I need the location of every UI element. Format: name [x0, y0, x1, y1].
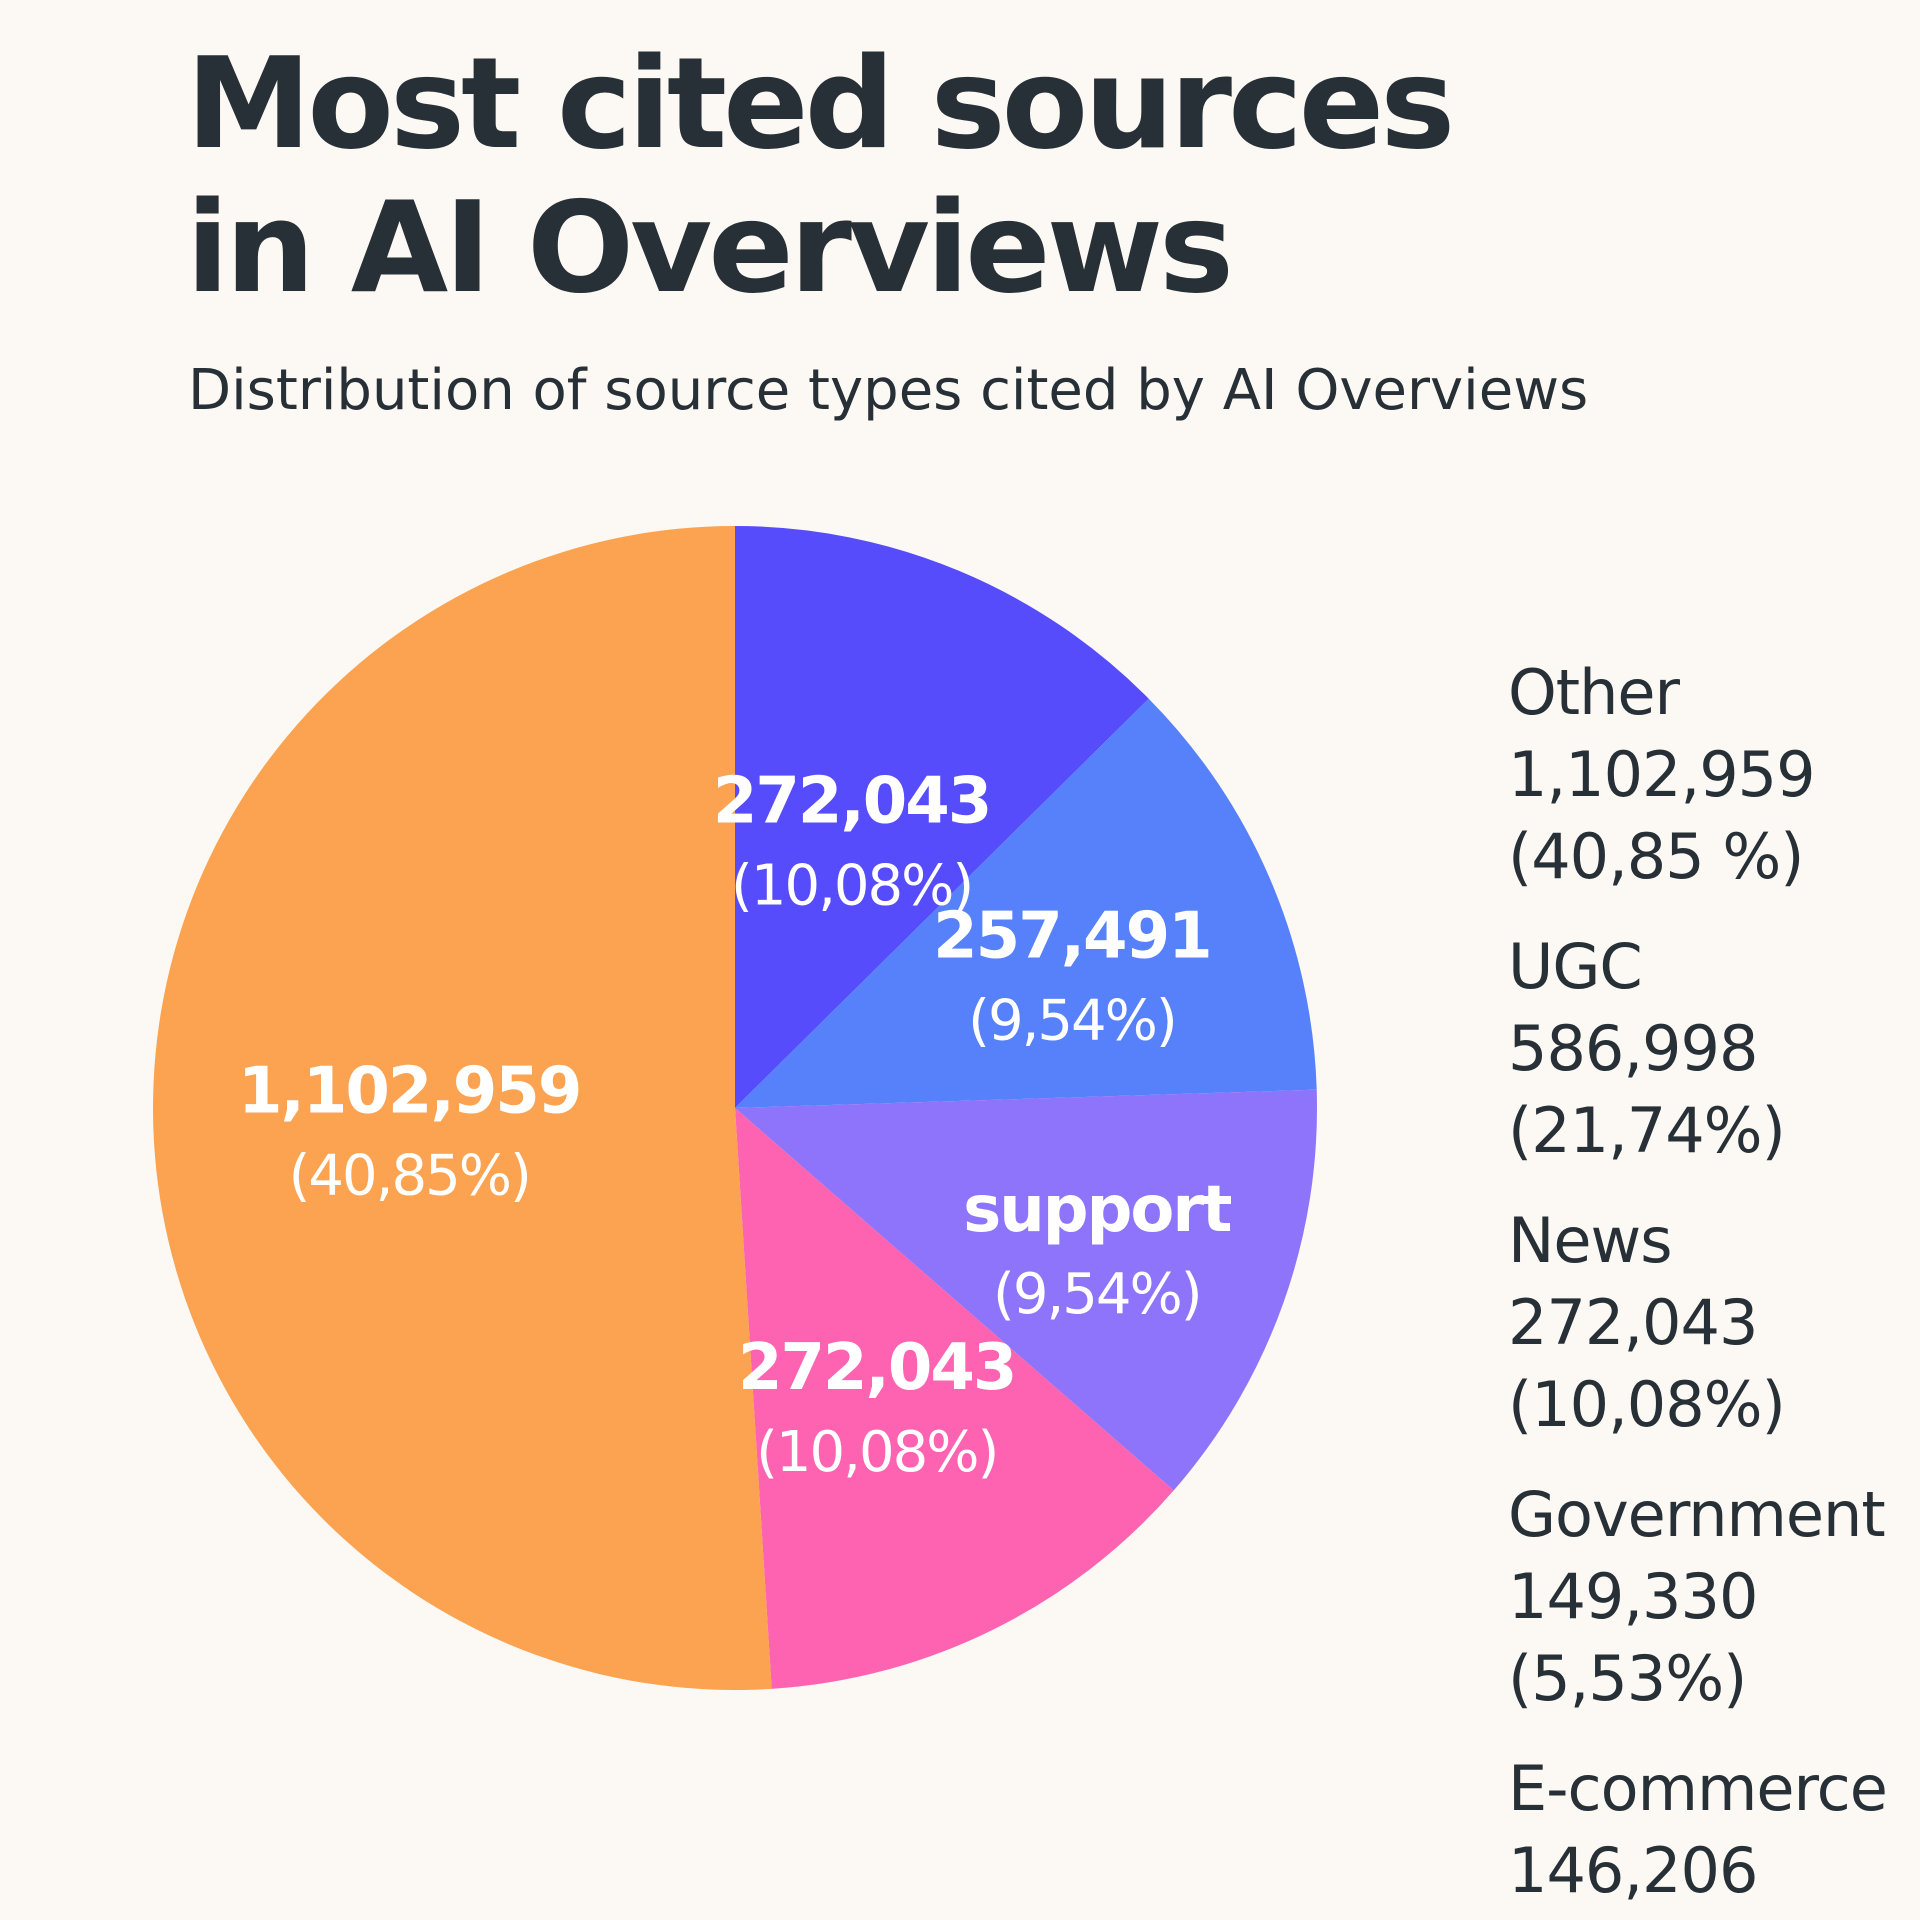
pie-slice-1	[735, 526, 1149, 1108]
legend-name: News	[1508, 1204, 1673, 1277]
legend-name: Other	[1508, 656, 1680, 729]
legend-value: 1,102,959	[1508, 738, 1816, 811]
page-title: Most cited sources in AI Overviews	[186, 30, 1455, 321]
pie-slice-5	[153, 526, 772, 1690]
pie-slice-3	[735, 1089, 1317, 1491]
legend-percent: (5,53%)	[1508, 1642, 1747, 1715]
slice-value-label-5: 1,102,959	[238, 1054, 580, 1128]
legend-item-1: Other 1,102,959 (40,85 %)	[1508, 652, 1920, 898]
pie-labels: 272,043(10,08%)257,491(9,54%)support(9,5…	[238, 765, 1234, 1485]
legend-percent: (40,85 %)	[1508, 820, 1805, 893]
page-subtitle: Distribution of source types cited by AI…	[188, 358, 1589, 423]
legend: Other 1,102,959 (40,85 %) UGC 586,998 (21,74%…	[1508, 652, 1920, 1920]
legend-percent: (10,08%)	[1508, 1368, 1786, 1441]
slice-percent-label-4: (10,08%)	[756, 1420, 997, 1485]
legend-item-2: UGC 586,998 (21,74%)	[1508, 926, 1920, 1172]
legend-value: 149,330	[1508, 1560, 1758, 1633]
slice-value-label-4: 272,043	[738, 1331, 1016, 1405]
pie-slices	[153, 526, 1317, 1690]
slice-value-label-1: 272,043	[713, 765, 991, 839]
pie-slice-4	[735, 1108, 1174, 1689]
legend-value: 272,043	[1508, 1286, 1758, 1359]
slice-percent-label-5: (40,85%)	[289, 1143, 530, 1208]
slice-percent-label-2: (9,54%)	[968, 988, 1176, 1053]
legend-item-4: Government 149,330 (5,53%)	[1508, 1474, 1920, 1720]
legend-percent: (21,74%)	[1508, 1094, 1786, 1167]
slice-percent-label-1: (10,08%)	[731, 854, 972, 919]
legend-value: 586,998	[1508, 1012, 1758, 1085]
pie-slice-2	[735, 698, 1317, 1108]
slice-value-label-2: 257,491	[933, 899, 1211, 973]
legend-item-5: E-commerce 146,206	[1508, 1748, 1920, 1912]
slice-percent-label-3: (9,54%)	[993, 1262, 1201, 1327]
legend-value: 146,206	[1508, 1834, 1758, 1907]
slice-value-label-3: support	[963, 1173, 1232, 1247]
legend-name: Government	[1508, 1478, 1886, 1551]
legend-name: UGC	[1508, 930, 1643, 1003]
legend-item-3: News 272,043 (10,08%)	[1508, 1200, 1920, 1446]
legend-name: E-commerce	[1508, 1752, 1888, 1825]
